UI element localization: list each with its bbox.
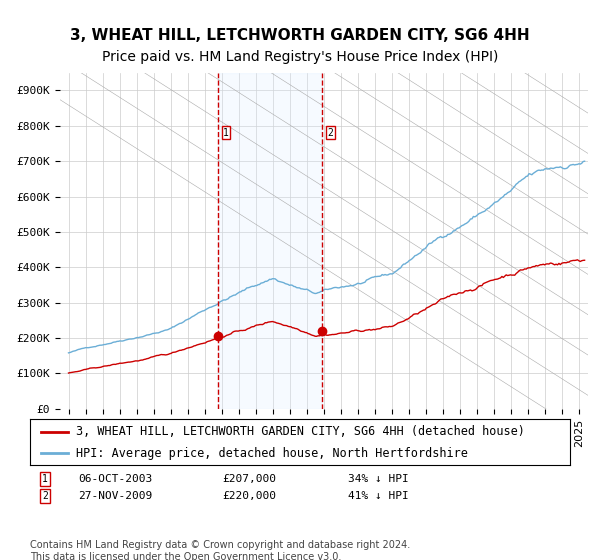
Text: 2: 2	[328, 128, 334, 138]
Text: Price paid vs. HM Land Registry's House Price Index (HPI): Price paid vs. HM Land Registry's House …	[102, 50, 498, 64]
Bar	[218, 73, 322, 409]
Text: Contains HM Land Registry data © Crown copyright and database right 2024.
This d: Contains HM Land Registry data © Crown c…	[30, 540, 410, 560]
Text: 3, WHEAT HILL, LETCHWORTH GARDEN CITY, SG6 4HH (detached house): 3, WHEAT HILL, LETCHWORTH GARDEN CITY, S…	[76, 425, 525, 438]
Text: 1: 1	[42, 474, 48, 484]
Text: 3, WHEAT HILL, LETCHWORTH GARDEN CITY, SG6 4HH: 3, WHEAT HILL, LETCHWORTH GARDEN CITY, S…	[70, 28, 530, 43]
Text: 2: 2	[42, 491, 48, 501]
Text: 1: 1	[223, 128, 229, 138]
Text: 34% ↓ HPI: 34% ↓ HPI	[348, 474, 409, 484]
Text: 06-OCT-2003: 06-OCT-2003	[78, 474, 152, 484]
Text: 41% ↓ HPI: 41% ↓ HPI	[348, 491, 409, 501]
Text: HPI: Average price, detached house, North Hertfordshire: HPI: Average price, detached house, Nort…	[76, 447, 468, 460]
Text: 27-NOV-2009: 27-NOV-2009	[78, 491, 152, 501]
Text: £207,000: £207,000	[222, 474, 276, 484]
Text: £220,000: £220,000	[222, 491, 276, 501]
